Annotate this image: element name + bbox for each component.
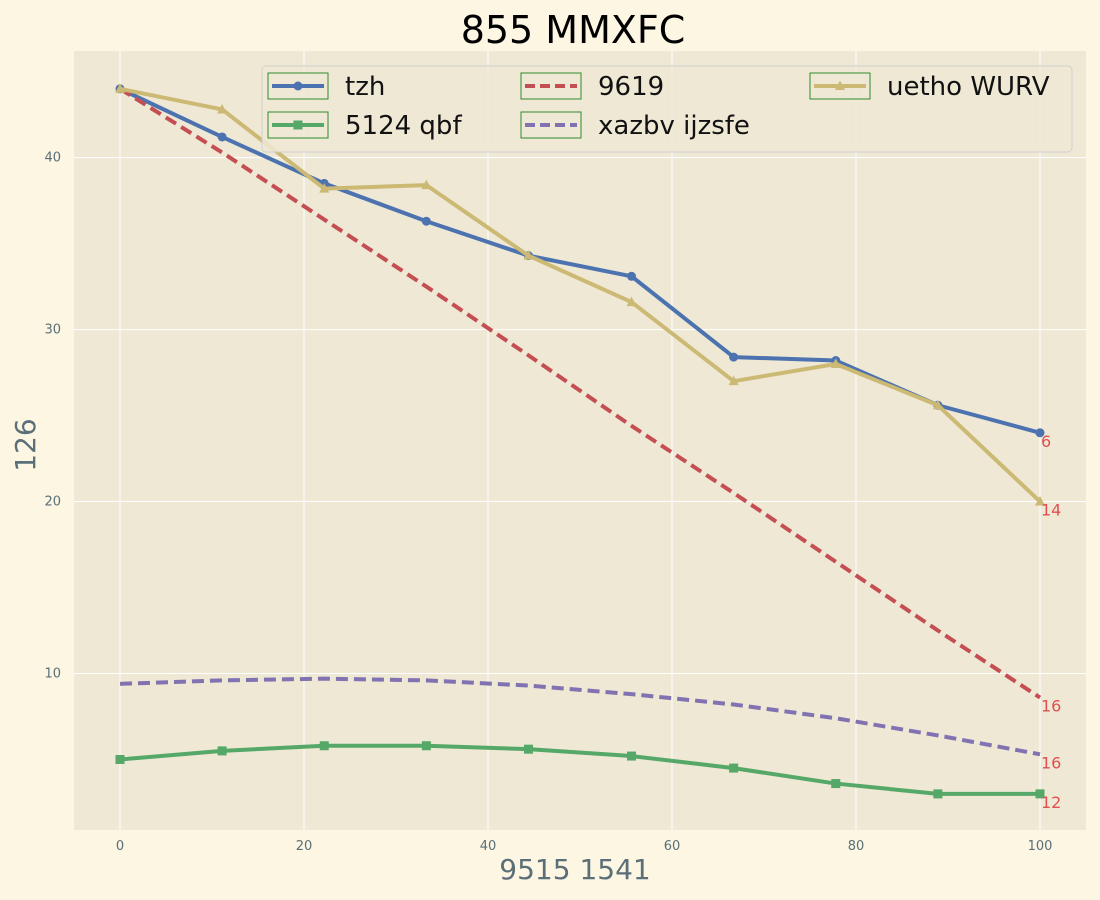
- legend-swatch-box: [809, 72, 871, 100]
- data-point: [115, 83, 125, 93]
- series-9619: [118, 87, 1042, 700]
- legend-marker: [835, 80, 845, 90]
- data-point: [523, 744, 533, 754]
- end-label: 12: [1041, 793, 1061, 812]
- legend-marker: [293, 81, 303, 91]
- series-line: [119, 676, 1041, 757]
- legend-item-xazbv-ijzsfe: xazbv ijzsfe: [520, 111, 750, 141]
- data-point: [319, 741, 329, 751]
- x-tick-label: 20: [296, 839, 313, 854]
- legend: tzh 5124 qbf 9619 xazbv ijzsfe uetho WURV: [261, 65, 1073, 153]
- y-tick-label: 20: [44, 495, 61, 510]
- data-point: [1035, 789, 1045, 799]
- x-tick-label: 100: [1028, 839, 1053, 854]
- end-label: 16: [1041, 753, 1061, 772]
- data-point: [217, 746, 227, 756]
- legend-label: xazbv ijzsfe: [598, 111, 750, 141]
- legend-item-5124-qbf: 5124 qbf: [267, 111, 462, 141]
- x-tick-label: 0: [116, 839, 124, 854]
- data-point: [728, 375, 739, 386]
- y-axis-label: 126: [9, 418, 42, 471]
- data-point: [729, 352, 739, 362]
- x-tick-label: 80: [848, 839, 865, 854]
- series-line: [119, 743, 1040, 796]
- end-labels: 6 12 16 16 14: [1041, 432, 1061, 812]
- data-point: [217, 103, 228, 114]
- y-axis-ticks: 10 20 30 40: [44, 151, 61, 682]
- data-point: [627, 271, 637, 281]
- legend-item-9619: 9619: [520, 72, 664, 102]
- data-point: [421, 741, 431, 751]
- legend-swatch-box: [520, 72, 582, 100]
- data-point: [627, 751, 637, 761]
- data-point: [830, 358, 841, 368]
- legend-marker: [293, 120, 303, 130]
- x-tick-label: 40: [480, 839, 497, 854]
- y-tick-label: 40: [44, 151, 61, 166]
- x-axis-label: 9515 1541: [499, 853, 650, 886]
- legend-swatch-box: [267, 72, 329, 100]
- end-label: 6: [1041, 432, 1051, 451]
- data-point: [1035, 496, 1045, 506]
- data-point: [933, 789, 943, 799]
- series-line: [118, 87, 1042, 700]
- legend-item-tzh: tzh: [267, 72, 385, 102]
- end-label: 16: [1041, 697, 1061, 716]
- y-tick-label: 10: [44, 667, 61, 682]
- y-tick-label: 30: [44, 323, 61, 338]
- legend-label: 9619: [598, 72, 664, 102]
- data-point: [831, 779, 841, 789]
- legend-label: tzh: [345, 72, 385, 102]
- data-point: [115, 754, 125, 764]
- data-point: [1035, 428, 1045, 438]
- data-point: [932, 399, 943, 410]
- series-5124-qbf: [115, 741, 1045, 799]
- data-point: [729, 763, 739, 773]
- data-point: [217, 132, 227, 142]
- data-point: [523, 250, 534, 260]
- series-xazbv-ijzsfe: [119, 676, 1041, 757]
- legend-label: uetho WURV: [887, 72, 1050, 102]
- data-point: [319, 183, 330, 193]
- chart-title: 855 MMXFC: [461, 8, 686, 52]
- plot-area: [74, 51, 1086, 830]
- data-point: [421, 179, 432, 190]
- legend-swatch-box: [267, 111, 329, 139]
- legend-label: 5124 qbf: [345, 111, 462, 141]
- data-point: [626, 296, 637, 307]
- data-point: [421, 216, 431, 226]
- x-tick-label: 60: [664, 839, 681, 854]
- x-axis-ticks: 0 20 40 60 80 100: [116, 839, 1053, 854]
- grid-lines: [74, 51, 1086, 830]
- legend-swatch-box: [520, 111, 582, 139]
- end-label: 14: [1041, 501, 1061, 520]
- legend-item-uetho-wurv: uetho WURV: [809, 72, 1050, 102]
